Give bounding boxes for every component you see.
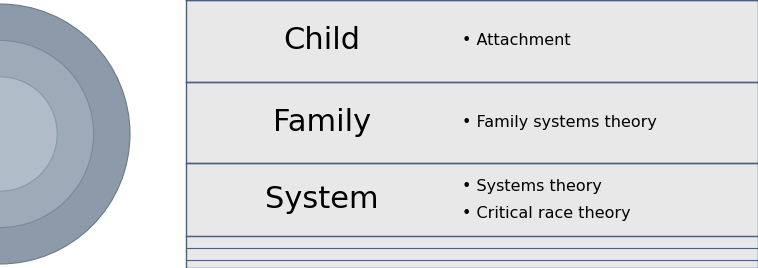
Circle shape bbox=[0, 40, 93, 228]
Circle shape bbox=[0, 4, 130, 264]
Bar bbox=[186, 236, 758, 268]
Circle shape bbox=[0, 77, 57, 191]
Text: • Attachment: • Attachment bbox=[462, 34, 571, 48]
Text: System: System bbox=[265, 185, 379, 214]
Bar bbox=[186, 0, 758, 82]
Text: Child: Child bbox=[283, 26, 361, 55]
Bar bbox=[186, 163, 758, 236]
Text: • Critical race theory: • Critical race theory bbox=[462, 206, 631, 221]
Bar bbox=[186, 82, 758, 163]
Text: • Systems theory: • Systems theory bbox=[462, 179, 603, 194]
Text: • Family systems theory: • Family systems theory bbox=[462, 115, 657, 130]
Text: Family: Family bbox=[273, 108, 371, 137]
